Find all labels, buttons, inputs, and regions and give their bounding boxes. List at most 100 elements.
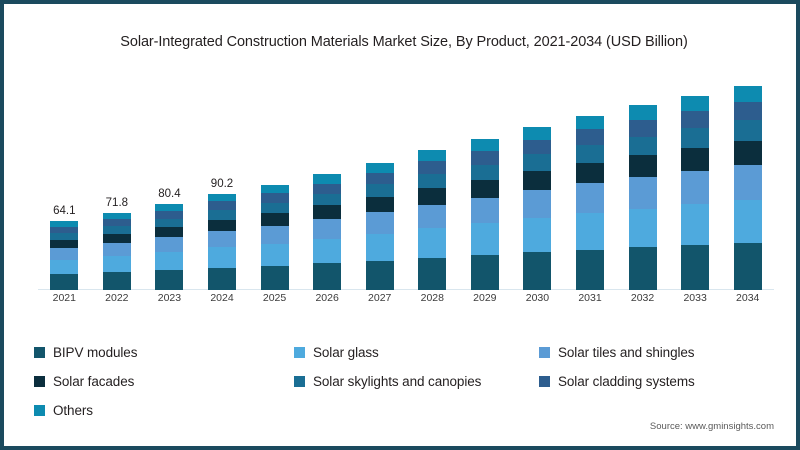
bar-segment[interactable] <box>365 260 394 290</box>
bar-column[interactable] <box>576 115 604 290</box>
bar-segment[interactable] <box>260 184 289 193</box>
bar-segment[interactable] <box>155 237 184 253</box>
bar-segment[interactable] <box>50 239 79 249</box>
bar-segment[interactable] <box>313 239 342 264</box>
bar-segment[interactable] <box>681 95 710 112</box>
bar-segment[interactable] <box>628 247 657 290</box>
bar-segment[interactable] <box>50 226 79 233</box>
bar-segment[interactable] <box>470 197 499 224</box>
bar-segment[interactable] <box>102 233 131 244</box>
bar-segment[interactable] <box>418 228 447 258</box>
bar-column[interactable] <box>681 95 710 290</box>
bar-segment[interactable] <box>733 199 762 243</box>
bar-segment[interactable] <box>155 204 184 211</box>
legend-item-solar-facades[interactable]: Solar facades <box>34 374 294 389</box>
bar-segment[interactable] <box>470 179 499 198</box>
bar-segment[interactable] <box>418 187 447 205</box>
bar-segment[interactable] <box>50 233 79 240</box>
bar-segment[interactable] <box>50 248 79 260</box>
legend-item-solar-skylights-and-canopies[interactable]: Solar skylights and canopies <box>294 374 539 389</box>
bar-segment[interactable] <box>260 193 289 203</box>
bar-segment[interactable] <box>733 101 762 121</box>
bar-segment[interactable] <box>681 171 710 205</box>
bar-column[interactable] <box>470 139 499 290</box>
bar-segment[interactable] <box>470 164 499 180</box>
bar-segment[interactable] <box>681 128 710 148</box>
bar-segment[interactable] <box>208 193 236 202</box>
bar-segment[interactable] <box>523 170 552 191</box>
bar-segment[interactable] <box>365 184 394 197</box>
bar-segment[interactable] <box>365 172 394 185</box>
bar-segment[interactable] <box>208 231 236 248</box>
legend-item-solar-cladding-systems[interactable]: Solar cladding systems <box>539 374 774 389</box>
bar-column[interactable] <box>260 184 289 290</box>
bar-segment[interactable] <box>50 221 79 227</box>
bar-column[interactable] <box>523 126 552 290</box>
bar-segment[interactable] <box>260 225 289 244</box>
bar-segment[interactable] <box>365 162 394 173</box>
bar-segment[interactable] <box>733 140 762 166</box>
legend-item-solar-glass[interactable]: Solar glass <box>294 345 539 360</box>
bar-segment[interactable] <box>102 272 131 290</box>
bar-segment[interactable] <box>418 257 447 290</box>
bar-column[interactable] <box>733 85 762 290</box>
bar-segment[interactable] <box>470 139 499 152</box>
bar-column[interactable] <box>155 204 184 290</box>
bar-column[interactable] <box>365 162 394 290</box>
bar-segment[interactable] <box>313 219 342 240</box>
bar-segment[interactable] <box>365 233 394 261</box>
bar-segment[interactable] <box>681 111 710 129</box>
bar-segment[interactable] <box>50 274 79 290</box>
bar-segment[interactable] <box>313 263 342 290</box>
bar-segment[interactable] <box>313 205 342 220</box>
bar-segment[interactable] <box>523 154 552 171</box>
bar-column[interactable] <box>208 193 236 290</box>
bar-segment[interactable] <box>50 259 79 275</box>
bar-segment[interactable] <box>523 126 552 140</box>
bar-segment[interactable] <box>365 196 394 213</box>
bar-segment[interactable] <box>576 162 604 184</box>
bar-segment[interactable] <box>155 227 184 238</box>
bar-segment[interactable] <box>628 208 657 248</box>
bar-segment[interactable] <box>681 204 710 246</box>
bar-segment[interactable] <box>102 213 131 220</box>
bar-segment[interactable] <box>260 202 289 214</box>
bar-segment[interactable] <box>313 174 342 184</box>
legend-item-others[interactable]: Others <box>34 403 294 418</box>
bar-segment[interactable] <box>155 270 184 290</box>
bar-segment[interactable] <box>418 150 447 162</box>
bar-segment[interactable] <box>313 193 342 206</box>
bar-segment[interactable] <box>523 139 552 155</box>
bar-segment[interactable] <box>628 155 657 178</box>
bar-segment[interactable] <box>576 129 604 146</box>
bar-segment[interactable] <box>628 177 657 209</box>
bar-segment[interactable] <box>733 120 762 141</box>
bar-segment[interactable] <box>260 243 289 266</box>
bar-segment[interactable] <box>208 219 236 232</box>
bar-segment[interactable] <box>208 201 236 210</box>
bar-segment[interactable] <box>733 85 762 102</box>
bar-segment[interactable] <box>102 219 131 227</box>
bar-segment[interactable] <box>576 145 604 163</box>
bar-segment[interactable] <box>628 136 657 156</box>
bar-column[interactable] <box>313 174 342 290</box>
bar-segment[interactable] <box>155 218 184 228</box>
bar-segment[interactable] <box>523 252 552 290</box>
bar-segment[interactable] <box>313 183 342 194</box>
bar-segment[interactable] <box>576 249 604 290</box>
bar-segment[interactable] <box>576 183 604 214</box>
bar-column[interactable] <box>628 105 657 290</box>
bar-segment[interactable] <box>733 165 762 200</box>
bar-segment[interactable] <box>470 151 499 165</box>
bar-segment[interactable] <box>628 105 657 121</box>
legend-item-bipv-modules[interactable]: BIPV modules <box>34 345 294 360</box>
bar-segment[interactable] <box>733 242 762 290</box>
bar-segment[interactable] <box>418 204 447 229</box>
bar-segment[interactable] <box>102 256 131 273</box>
bar-segment[interactable] <box>155 210 184 219</box>
bar-segment[interactable] <box>681 147 710 172</box>
bar-segment[interactable] <box>576 115 604 130</box>
bar-segment[interactable] <box>365 212 394 234</box>
bar-segment[interactable] <box>576 213 604 250</box>
bar-segment[interactable] <box>208 247 236 268</box>
